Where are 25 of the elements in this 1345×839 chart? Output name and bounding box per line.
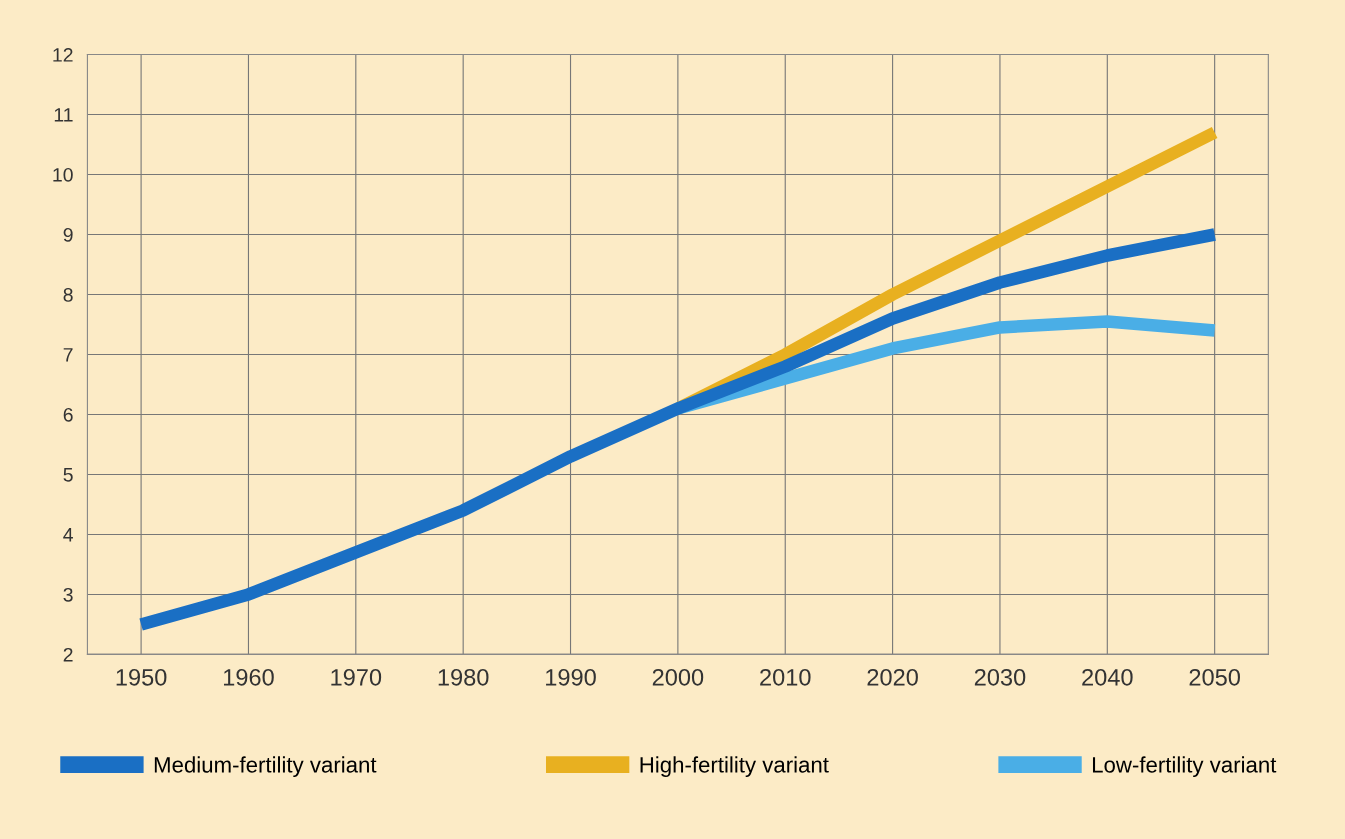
y-tick-label: 5 bbox=[63, 468, 73, 482]
y-tick-label: 7 bbox=[63, 348, 73, 362]
x-tick-label: 1970 bbox=[331, 668, 382, 686]
legend-label: Low-fertility variant bbox=[1092, 756, 1277, 778]
x-tick-label: 1950 bbox=[116, 668, 167, 686]
x-tick-label: 2050 bbox=[1189, 668, 1240, 686]
legend-label: Medium-fertility variant bbox=[154, 756, 377, 778]
x-tick-label: 1960 bbox=[224, 668, 274, 686]
legend-label: High-fertility variant bbox=[640, 756, 829, 778]
x-tick-label: 2010 bbox=[760, 668, 811, 686]
y-tick-label: 2 bbox=[63, 647, 73, 662]
x-tick-label: 2020 bbox=[867, 668, 918, 686]
x-tick-label: 2030 bbox=[974, 668, 1026, 686]
y-tick-label: 12 bbox=[53, 48, 73, 62]
y-tick-label: 9 bbox=[63, 227, 73, 242]
x-tick-label: 2040 bbox=[1082, 668, 1133, 686]
x-tick-label: 2000 bbox=[652, 668, 704, 686]
y-tick-label: 8 bbox=[63, 287, 73, 302]
x-tick-label: 1990 bbox=[546, 668, 596, 686]
y-tick-label: 3 bbox=[63, 587, 73, 602]
y-tick-label: 4 bbox=[63, 528, 73, 542]
y-tick-label: 11 bbox=[54, 108, 73, 122]
y-tick-label: 10 bbox=[53, 167, 73, 182]
y-tick-label: 6 bbox=[63, 407, 73, 422]
x-tick-label: 1980 bbox=[438, 668, 489, 686]
